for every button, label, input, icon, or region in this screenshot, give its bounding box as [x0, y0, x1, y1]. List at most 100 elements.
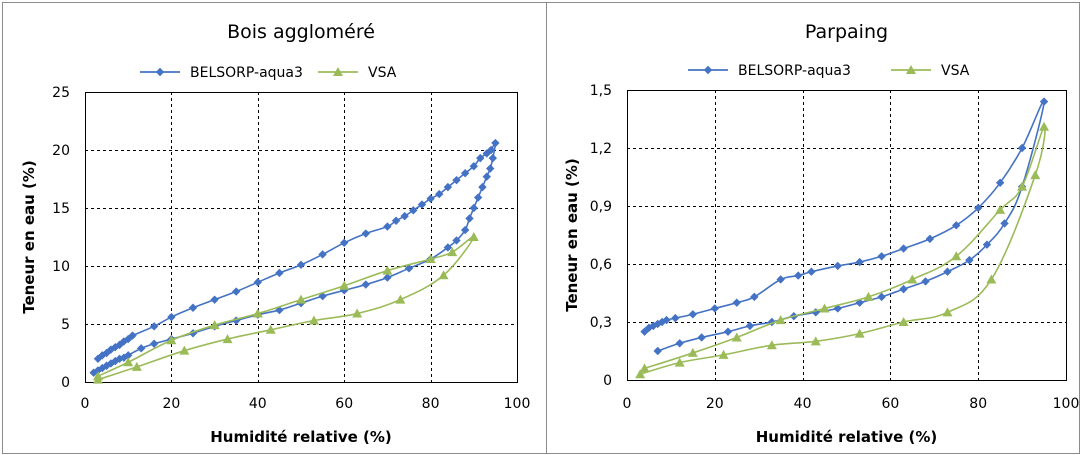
chart-panel-border	[2, 2, 547, 454]
data-point	[296, 260, 306, 270]
y-tick-label: 15	[52, 201, 70, 217]
data-point	[253, 278, 262, 287]
data-point	[425, 254, 436, 264]
data-point	[1039, 121, 1050, 131]
chart-title: Bois aggloméré	[227, 21, 375, 43]
x-tick-label: 100	[1053, 396, 1080, 412]
x-tick-label: 40	[794, 396, 812, 412]
data-point	[731, 332, 742, 342]
data-point	[473, 193, 483, 202]
data-point	[361, 280, 370, 289]
chart-1: Bois aggloméré 0 20 40 60 80 100 0 5 10 15 20 25 Humi…	[2, 2, 547, 454]
data-point	[93, 354, 103, 363]
y-axis-label: Teneur en eau (%)	[563, 158, 581, 312]
data-point	[794, 271, 803, 280]
data-point	[149, 322, 159, 331]
data-point	[675, 339, 684, 348]
data-point	[1017, 181, 1028, 191]
data-point	[383, 222, 392, 231]
data-point	[995, 178, 1005, 187]
data-point	[460, 225, 470, 235]
data-point	[951, 251, 962, 261]
data-point	[687, 347, 698, 357]
data-point	[899, 244, 908, 253]
data-point	[952, 221, 961, 230]
data-point	[819, 303, 830, 313]
data-point	[1017, 143, 1027, 153]
legend-item: BELSORP-aqua3	[688, 63, 851, 79]
data-point	[106, 359, 116, 368]
chart-title: Parpaing	[805, 21, 888, 43]
legend-marker	[906, 65, 916, 74]
x-axis-label: Humidité relative (%)	[756, 428, 938, 446]
data-point	[136, 344, 146, 353]
data-point	[649, 321, 658, 331]
y-tick-label: 1,2	[590, 141, 612, 157]
y-tick-label: 0,6	[590, 257, 612, 273]
data-point	[745, 321, 755, 331]
data-point	[383, 273, 392, 282]
data-point	[925, 234, 935, 244]
data-point	[417, 200, 427, 209]
data-point	[671, 313, 680, 323]
plot-area-frame	[627, 90, 1067, 381]
data-point	[776, 275, 785, 284]
legend-item: BELSORP-aqua3	[140, 65, 303, 81]
data-point	[488, 153, 498, 163]
data-point	[232, 287, 241, 296]
data-point	[409, 206, 418, 215]
legend-label: BELSORP-aqua3	[190, 65, 303, 81]
x-tick-label: 20	[706, 396, 724, 412]
data-point	[361, 229, 370, 238]
data-point	[639, 363, 650, 373]
data-point	[482, 149, 491, 158]
data-point	[697, 333, 706, 342]
data-point	[995, 204, 1006, 214]
data-point	[810, 336, 821, 346]
data-point	[296, 294, 306, 304]
data-point	[766, 340, 777, 350]
data-point	[308, 315, 319, 325]
data-point	[469, 162, 478, 171]
data-point	[123, 357, 134, 367]
data-point	[265, 324, 276, 334]
data-point	[340, 238, 349, 247]
data-point	[986, 274, 997, 284]
data-point	[653, 346, 662, 356]
data-point	[688, 310, 698, 319]
data-point	[476, 153, 485, 163]
y-tick-label: 0,9	[590, 199, 612, 215]
data-point	[723, 327, 733, 336]
legend-marker	[703, 65, 713, 75]
data-point	[179, 345, 190, 355]
y-tick-label: 0	[61, 375, 70, 391]
legend-label: VSA	[941, 63, 970, 79]
y-tick-label: 5	[61, 317, 70, 333]
data-point	[807, 267, 816, 276]
data-point	[167, 312, 176, 322]
data-point	[1039, 97, 1049, 106]
data-point	[974, 203, 983, 213]
data-point	[149, 339, 159, 348]
data-point	[478, 182, 487, 192]
data-point	[443, 182, 453, 192]
data-point	[775, 315, 786, 325]
grid	[627, 90, 1066, 380]
data-point	[460, 169, 470, 178]
y-tick-label: 0,3	[590, 315, 612, 331]
data-point	[982, 240, 992, 249]
chart-panel-border	[546, 2, 1080, 454]
x-tick-label: 80	[422, 396, 440, 412]
data-point	[222, 334, 233, 344]
data-point	[907, 274, 918, 284]
data-point	[732, 298, 741, 307]
x-tick-label: 0	[81, 396, 90, 412]
data-point	[877, 252, 886, 261]
data-point	[863, 291, 874, 301]
data-point	[435, 189, 444, 199]
data-point	[1030, 170, 1041, 180]
chart-2: Parpaing 0 20 40 60 80 100 0 0,3 0,6 0,9 1,2 1,5 Humi…	[546, 2, 1080, 454]
data-point	[352, 308, 363, 318]
data-point	[943, 267, 952, 276]
